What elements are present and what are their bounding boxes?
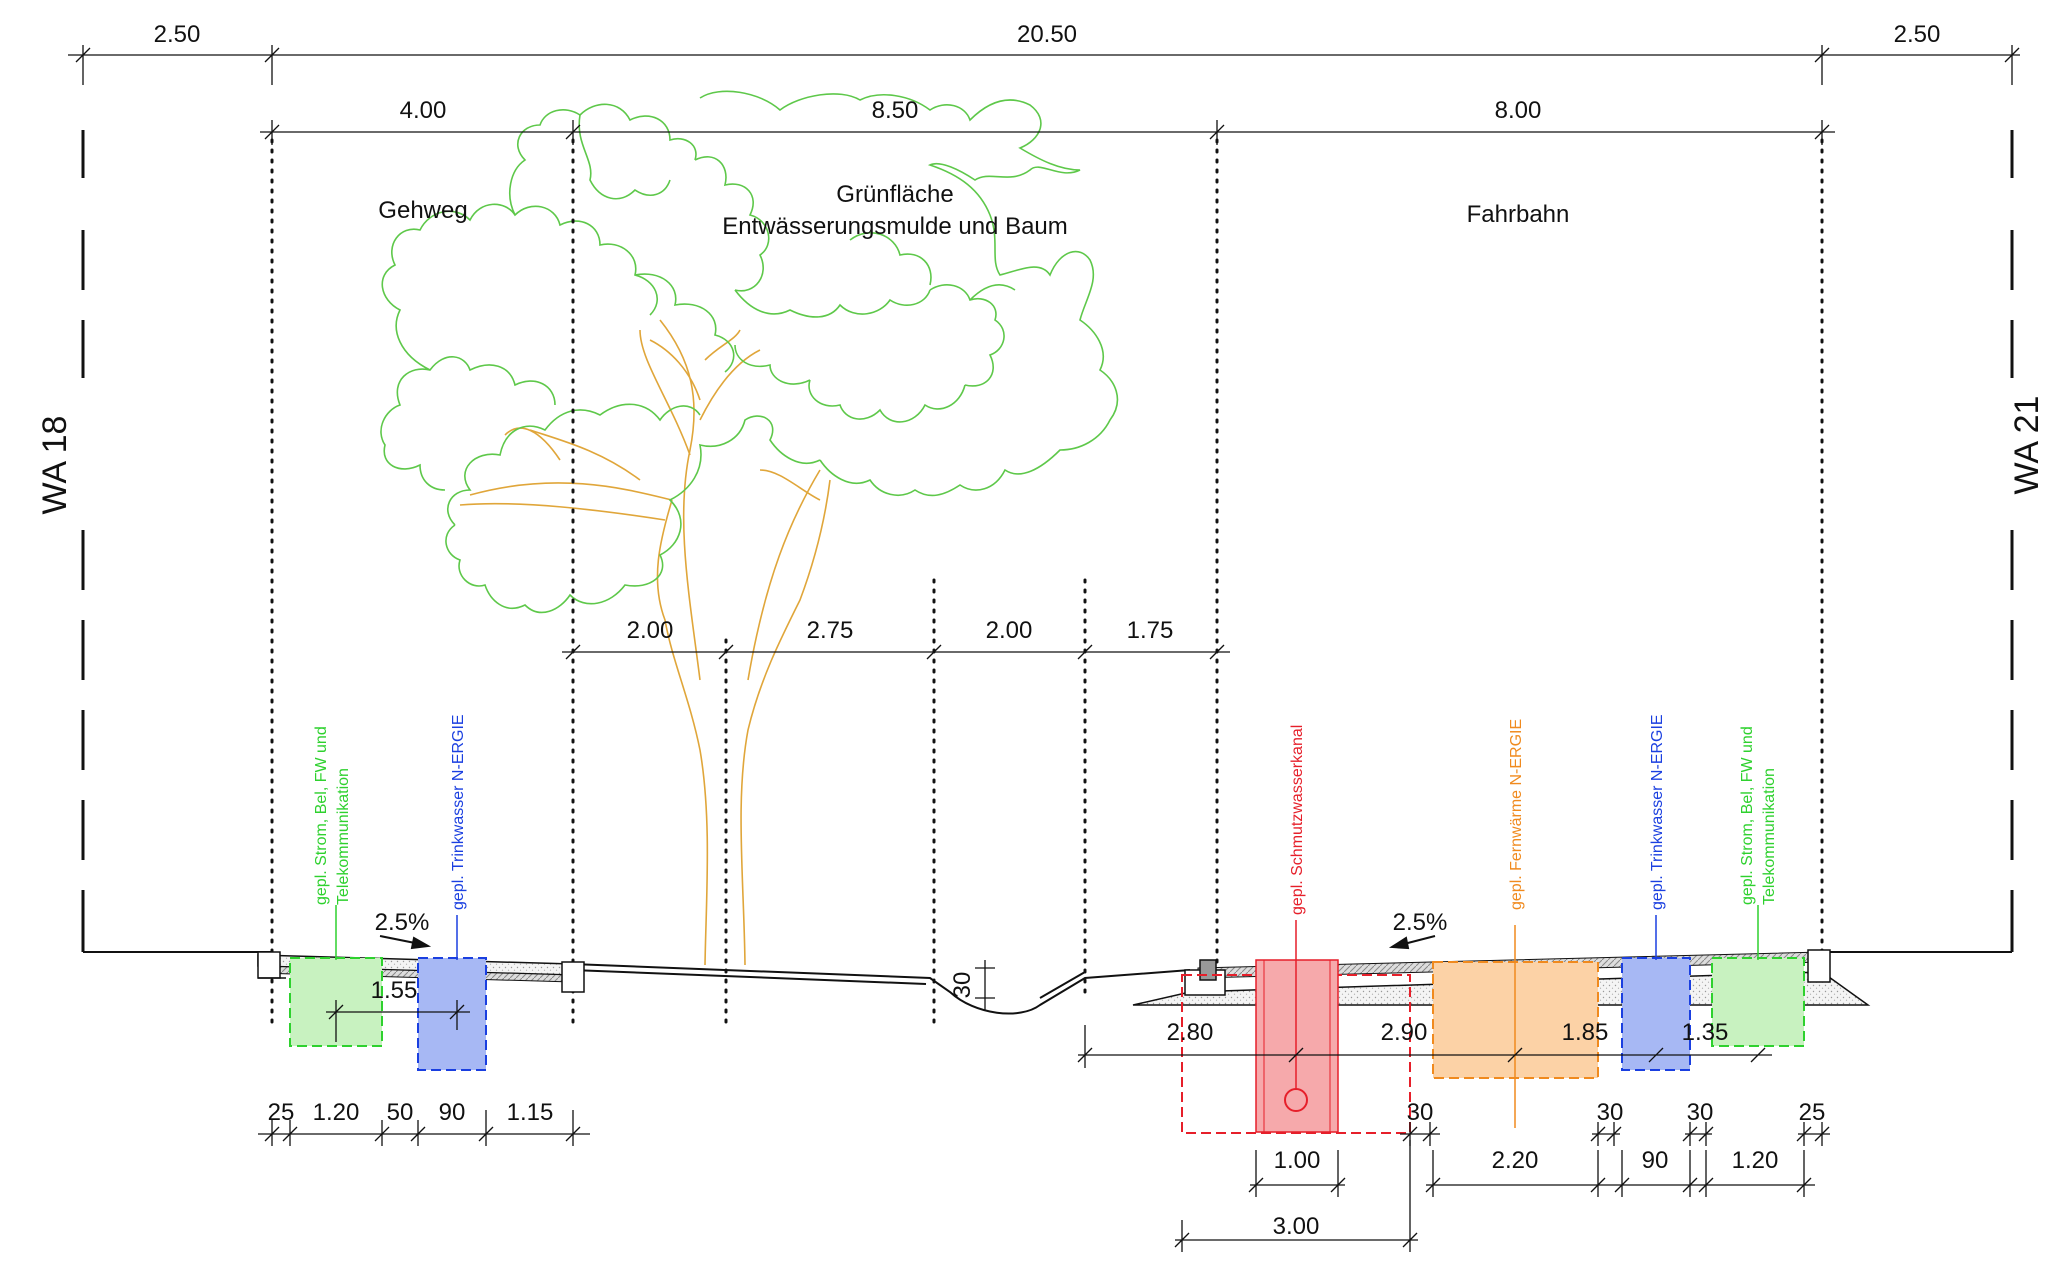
dim-br-30a: 30 — [1407, 1099, 1434, 1126]
section-dimension-line — [260, 120, 1835, 145]
bottom-right-trench-line — [1174, 1140, 1418, 1252]
slope-arrow-right — [1388, 935, 1436, 950]
zone-fahrbahn: Fahrbahn — [1467, 201, 1570, 228]
red-sewer-utility — [1181, 920, 1411, 1134]
zone-gruenflaeche: Grünfläche — [836, 181, 953, 208]
right-depth-line — [1077, 1025, 1772, 1068]
left-depth-line — [326, 1000, 470, 1042]
dim-br-220: 2.20 — [1492, 1147, 1539, 1174]
left-green-label-1: gepl. Strom, Bel, FW und — [313, 726, 330, 905]
dim-br-30c: 30 — [1687, 1099, 1714, 1126]
dim-br-30b: 30 — [1597, 1099, 1624, 1126]
orange-heat-utility — [1432, 925, 1599, 1128]
dim-mid-2: 2.75 — [807, 617, 854, 644]
dim-br-300: 3.00 — [1273, 1213, 1320, 1240]
right-blue-label: gepl. Trinkwasser N-ERGIE — [1649, 714, 1666, 910]
swale-depth: 30 — [949, 972, 976, 999]
top-dimension-line — [68, 45, 2020, 85]
dim-bl-3: 50 — [387, 1099, 414, 1126]
dim-bl-5: 1.15 — [507, 1099, 554, 1126]
right-green-utility — [1711, 905, 1805, 1047]
dim-mid-3: 2.00 — [986, 617, 1033, 644]
zone-gruenflaeche-sub: Entwässerungsmulde und Baum — [722, 213, 1068, 240]
slope-right: 2.5% — [1393, 909, 1448, 936]
dim-br-100: 1.00 — [1274, 1147, 1321, 1174]
right-green-label-1: gepl. Strom, Bel, FW und — [1739, 726, 1756, 905]
orange-heat-label: gepl. Fernwärme N-ERGIE — [1508, 719, 1525, 910]
right-green-label-2: Telekommunikation — [1761, 768, 1778, 905]
depth-290: 2.90 — [1381, 1019, 1428, 1046]
middle-dimension-line — [562, 644, 1230, 660]
zone-gehweg: Gehweg — [378, 197, 467, 224]
side-label-right: WA 21 — [2008, 396, 2046, 495]
dim-br-120: 1.20 — [1732, 1147, 1779, 1174]
dim-top-total: 20.50 — [1017, 21, 1077, 48]
dim-br-90: 90 — [1642, 1147, 1669, 1174]
slope-left: 2.5% — [375, 909, 430, 936]
swale-depth-mark — [975, 960, 995, 1010]
dim-mid-1: 2.00 — [627, 617, 674, 644]
dim-br-25: 25 — [1799, 1099, 1826, 1126]
slope-arrow-left — [379, 935, 432, 950]
red-sewer-label: gepl. Schmutzwasserkanal — [1289, 725, 1306, 915]
ground-profile — [83, 951, 2012, 1015]
dim-fahrbahn: 8.00 — [1495, 97, 1542, 124]
depth-280: 2.80 — [1167, 1019, 1214, 1046]
right-blue-utility — [1621, 915, 1691, 1071]
dim-top-left: 2.50 — [154, 21, 201, 48]
depth-185: 1.85 — [1562, 1019, 1609, 1046]
dim-top-right: 2.50 — [1894, 21, 1941, 48]
depth-135: 1.35 — [1682, 1019, 1729, 1046]
left-green-label-2: Telekommunikation — [335, 768, 352, 905]
dim-bl-2: 1.20 — [313, 1099, 360, 1126]
left-blue-utility — [417, 915, 487, 1071]
side-label-left: WA 18 — [36, 416, 74, 515]
dim-gehweg: 4.00 — [400, 97, 447, 124]
left-blue-label: gepl. Trinkwasser N-ERGIE — [450, 714, 467, 910]
dim-bl-1: 25 — [268, 1099, 295, 1126]
depth-left: 1.55 — [371, 977, 418, 1004]
tree-crown — [380, 90, 1119, 614]
dim-bl-4: 90 — [439, 1099, 466, 1126]
dotted-dividers — [270, 138, 1824, 1032]
tree-trunk — [459, 319, 831, 966]
bottom-left-dimension-line — [258, 1110, 590, 1146]
dim-gruenflaeche: 8.50 — [872, 97, 919, 124]
dim-mid-4: 1.75 — [1127, 617, 1174, 644]
bottom-right-width-line — [1248, 1150, 1815, 1197]
